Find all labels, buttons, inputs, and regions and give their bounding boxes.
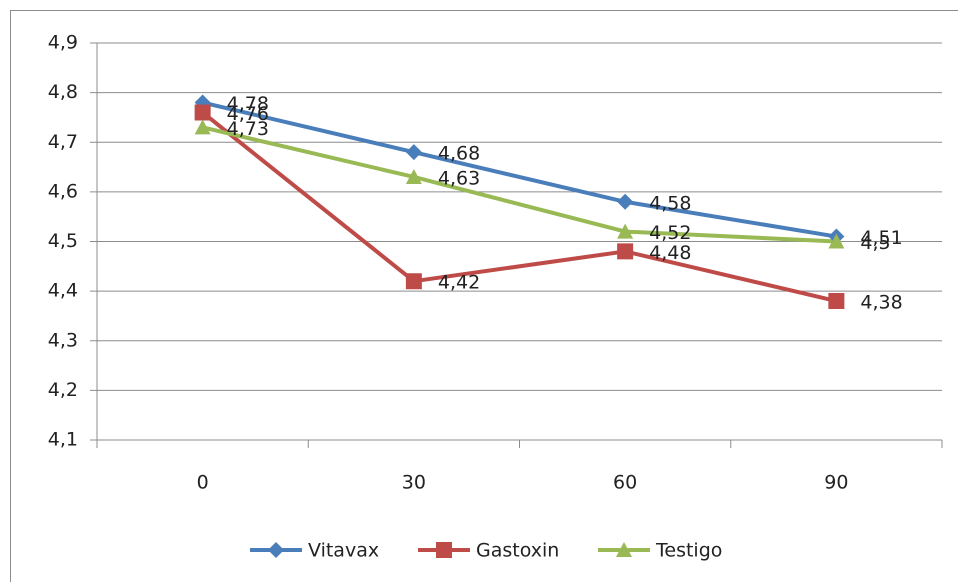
y-tick-label: 4,2	[48, 379, 78, 401]
data-point	[405, 144, 422, 161]
legend-marker	[436, 542, 452, 558]
y-tick-label: 4,9	[48, 32, 78, 54]
data-point	[617, 223, 634, 239]
y-tick-label: 4,7	[48, 131, 78, 153]
y-tick-label: 4,5	[48, 230, 78, 252]
legend-marker	[268, 542, 284, 558]
data-label: 4,58	[649, 192, 691, 214]
legend-label: Vitavax	[308, 540, 379, 562]
data-point	[194, 104, 211, 121]
legend-marker	[616, 542, 632, 557]
chart-frame	[10, 10, 958, 582]
y-tick-label: 4,8	[48, 81, 78, 103]
data-label: 4,38	[860, 292, 902, 314]
data-point	[194, 119, 211, 135]
data-label: 4,5	[860, 232, 890, 254]
data-point	[828, 293, 845, 310]
data-label: 4,76	[227, 103, 269, 125]
data-label: 4,52	[649, 222, 691, 244]
series-line	[202, 100, 837, 239]
data-label: 4,78	[227, 93, 269, 115]
data-label: 4,51	[860, 227, 902, 249]
x-tick-label: 0	[197, 472, 209, 494]
data-point	[617, 243, 634, 260]
data-point	[617, 193, 634, 210]
data-label: 4,42	[438, 272, 480, 294]
x-tick-label: 90	[824, 472, 848, 494]
data-point	[405, 273, 422, 290]
legend-label: Gastoxin	[476, 540, 559, 562]
series-line	[202, 125, 837, 244]
series-line	[201, 110, 837, 303]
data-label: 4,63	[438, 167, 480, 189]
data-label: 4,48	[649, 242, 691, 264]
y-tick-label: 4,1	[48, 429, 78, 451]
data-point	[828, 233, 845, 249]
data-point	[405, 168, 422, 184]
y-tick-label: 4,6	[48, 180, 78, 202]
data-label: 4,68	[438, 143, 480, 165]
x-tick-label: 30	[402, 472, 426, 494]
y-tick-label: 4,3	[48, 329, 78, 351]
y-tick-label: 4,4	[48, 280, 78, 302]
data-label: 4,73	[227, 118, 269, 140]
legend-label: Testigo	[655, 540, 722, 562]
x-tick-label: 60	[613, 472, 637, 494]
